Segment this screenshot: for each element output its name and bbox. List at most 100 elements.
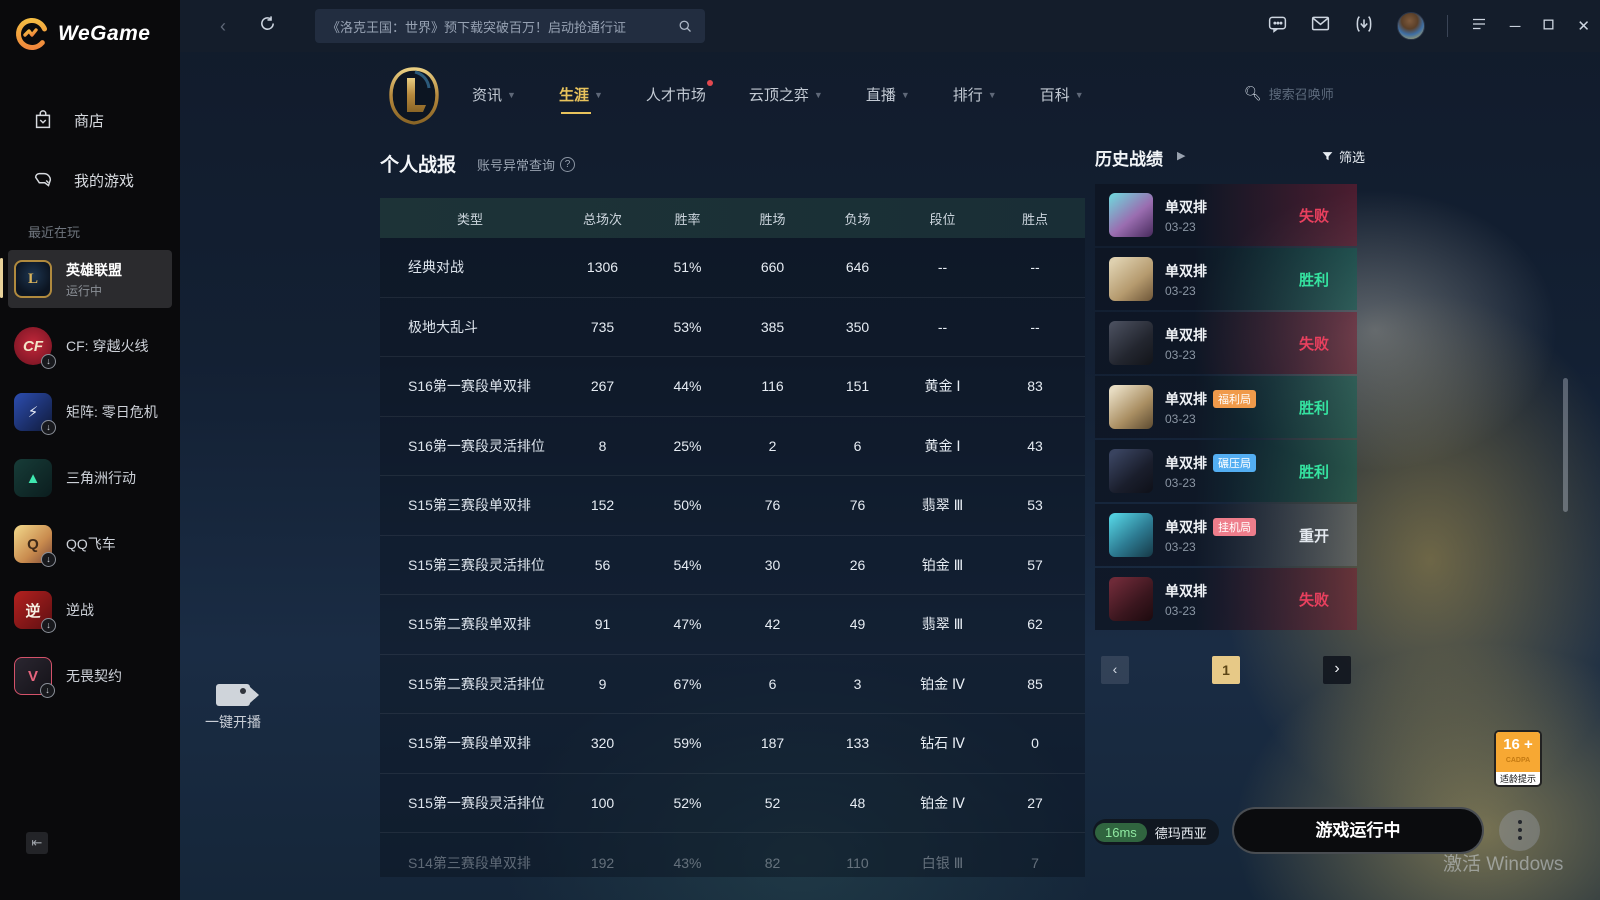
match-result: 重开 <box>1298 527 1329 545</box>
row-value: 151 <box>845 378 870 395</box>
recent-playing-label: 最近在玩 <box>28 225 81 240</box>
row-value: 267 <box>590 378 615 395</box>
scrollbar[interactable] <box>1563 378 1568 512</box>
row-type: S15第三赛段灵活排位 <box>408 556 545 573</box>
nav-tabs: 资讯 ▼ 生涯 ▼ 人才市场 云顶之弈 ▼ 直播 ▼ 排行 ▼ 百科 ▼ <box>472 80 1084 114</box>
match-result: 失败 <box>1298 207 1329 225</box>
sidebar-game-item[interactable]: CF ↓ CF: 穿越火线 <box>8 324 172 369</box>
sidebar-game-item[interactable]: 逆 ↓ 逆战 <box>8 588 172 633</box>
refresh-button[interactable] <box>252 15 282 37</box>
close-button[interactable]: ✕ <box>1577 18 1590 35</box>
sidebar-item-my-games[interactable]: 我的游戏 <box>0 158 180 202</box>
lol-logo-icon[interactable] <box>385 66 443 126</box>
download-badge-icon: ↓ <box>41 618 56 633</box>
report-table-row[interactable]: S15第二赛段灵活排位 9 67% 6 3 铂金 Ⅳ 85 <box>380 655 1085 714</box>
account-check-link[interactable]: 账号异常查询 ? <box>477 155 576 174</box>
row-value: 2 <box>768 437 777 454</box>
maximize-button[interactable] <box>1542 18 1555 35</box>
match-date: 03-23 <box>1165 539 1196 554</box>
mail-icon[interactable] <box>1310 13 1331 39</box>
row-value: 1306 <box>586 259 619 276</box>
wegame-logo-icon <box>16 18 48 50</box>
refresh-icon <box>260 16 274 30</box>
chat-icon[interactable] <box>1267 13 1288 39</box>
more-options-button[interactable] <box>1499 810 1540 851</box>
nav-tab[interactable]: 排行 ▼ <box>953 84 997 105</box>
row-value: 76 <box>764 497 781 514</box>
match-history-item[interactable]: 单双排 03-23 失败 <box>1095 184 1357 246</box>
next-page-button[interactable]: › <box>1323 656 1351 684</box>
one-click-stream[interactable]: 一键开播 <box>198 684 268 732</box>
match-date: 03-23 <box>1165 603 1196 618</box>
filter-button[interactable]: 筛选 <box>1321 147 1365 166</box>
row-value: 铂金 Ⅳ <box>920 675 965 692</box>
game-icon: 逆 ↓ <box>14 591 56 633</box>
report-table-row[interactable]: S15第三赛段灵活排位 56 54% 30 26 铂金 Ⅲ 57 <box>380 536 1085 595</box>
chevron-right-icon[interactable]: ▶ <box>1177 150 1186 162</box>
sidebar-game-item[interactable]: V ↓ 无畏契约 <box>8 654 172 698</box>
nav-tab[interactable]: 云顶之弈 ▼ <box>749 84 823 105</box>
summoner-search[interactable]: 🔍︎ 搜索召唤师 <box>1244 84 1374 103</box>
row-type: S15第一赛段灵活排位 <box>408 794 545 811</box>
report-table-row[interactable]: S15第三赛段单双排 152 50% 76 76 翡翠 Ⅲ 53 <box>380 476 1085 536</box>
report-table-row[interactable]: 经典对战 1306 51% 660 646 -- -- <box>380 238 1085 298</box>
match-history-item[interactable]: 单双排 03-23 失败 <box>1095 568 1357 630</box>
nav-tab[interactable]: 百科 ▼ <box>1040 84 1084 105</box>
game-name: 逆战 <box>66 602 94 618</box>
sidebar-game-item[interactable]: Q ↓ QQ飞车 <box>8 522 172 567</box>
report-table-row[interactable]: S15第一赛段灵活排位 100 52% 52 48 铂金 Ⅳ 27 <box>380 774 1085 833</box>
nav-tab[interactable]: 直播 ▼ <box>866 84 910 105</box>
row-type: 极地大乱斗 <box>408 318 478 335</box>
row-value: 85 <box>1027 675 1043 692</box>
sidebar-game-item[interactable]: L 英雄联盟 运行中 <box>0 250 172 308</box>
match-mode: 单双排 <box>1165 326 1207 343</box>
report-table-row[interactable]: 极地大乱斗 735 53% 385 350 -- -- <box>380 298 1085 357</box>
sidebar-game-item[interactable]: ⚡ ↓ 矩阵: 零日危机 <box>8 390 172 435</box>
match-result: 胜利 <box>1298 399 1329 417</box>
report-table-row[interactable]: S14第三赛段单双排 192 43% 82 110 白银 Ⅲ 7 <box>380 833 1085 877</box>
camera-icon <box>216 684 259 706</box>
prev-page-button[interactable]: ‹ <box>1101 656 1129 684</box>
report-table-row[interactable]: S15第一赛段单双排 320 59% 187 133 钻石 Ⅳ 0 <box>380 714 1085 774</box>
user-avatar[interactable] <box>1396 12 1425 40</box>
match-history-item[interactable]: 单双排 挂机局 03-23 重开 <box>1095 504 1357 566</box>
current-page[interactable]: 1 <box>1212 656 1240 684</box>
titlebar-search[interactable]: 《洛克王国：世界》预下载突破百万！启动抢通行证 <box>315 9 705 43</box>
sidebar-item-store[interactable]: 商店 <box>0 98 180 142</box>
collapse-sidebar-button[interactable]: ⇤ <box>26 832 48 854</box>
gamepad-icon <box>34 172 52 187</box>
download-manager-icon[interactable] <box>1353 13 1375 40</box>
tab-label: 直播 <box>865 87 896 104</box>
nav-tab[interactable]: 资讯 ▼ <box>472 84 516 105</box>
wegame-logo[interactable]: WeGame <box>14 16 151 52</box>
nav-tab[interactable]: 人才市场 <box>646 80 713 105</box>
game-running-button[interactable]: 游戏运行中 <box>1232 807 1484 854</box>
report-table-row[interactable]: S16第一赛段灵活排位 8 25% 2 6 黄金 Ⅰ 43 <box>380 417 1085 476</box>
minimize-button[interactable]: ─ <box>1509 17 1521 35</box>
activate-windows-watermark: 激活 Windows <box>1443 854 1564 875</box>
match-history-item[interactable]: 单双排 碾压局 03-23 胜利 <box>1095 440 1357 502</box>
game-name: 矩阵: 零日危机 <box>66 404 158 420</box>
game-icon: CF ↓ <box>14 327 56 369</box>
column-header: 类型 <box>456 211 483 227</box>
row-value: 翡翠 Ⅲ <box>921 497 964 514</box>
age-rating-badge[interactable]: 16 + CADPA 适龄提示 <box>1494 730 1542 787</box>
match-history-item[interactable]: 单双排 03-23 胜利 <box>1095 248 1357 310</box>
report-table-row[interactable]: S15第二赛段单双排 91 47% 42 49 翡翠 Ⅲ 62 <box>380 595 1085 655</box>
match-history-item[interactable]: 单双排 福利局 03-23 胜利 <box>1095 376 1357 438</box>
titlebar-divider <box>1446 15 1448 37</box>
report-table-row[interactable]: S16第一赛段单双排 267 44% 116 151 黄金 Ⅰ 83 <box>380 357 1085 417</box>
match-history-item[interactable]: 单双排 03-23 失败 <box>1095 312 1357 374</box>
ping-indicator: 16ms 德玛西亚 <box>1093 819 1219 845</box>
sidebar-game-item[interactable]: ▲ 三角洲行动 <box>8 456 172 500</box>
ping-value: 16ms <box>1095 822 1147 842</box>
match-tag-badge: 挂机局 <box>1213 517 1256 536</box>
account-check-label: 账号异常查询 <box>477 158 556 173</box>
row-type: S16第一赛段单双排 <box>408 378 531 395</box>
match-result: 失败 <box>1298 591 1329 609</box>
back-button[interactable]: ‹ <box>220 15 226 36</box>
match-mode: 单双排 <box>1165 454 1207 471</box>
row-value: 49 <box>849 616 866 633</box>
nav-tab[interactable]: 生涯 ▼ <box>559 84 603 114</box>
menu-icon[interactable] <box>1470 15 1488 38</box>
